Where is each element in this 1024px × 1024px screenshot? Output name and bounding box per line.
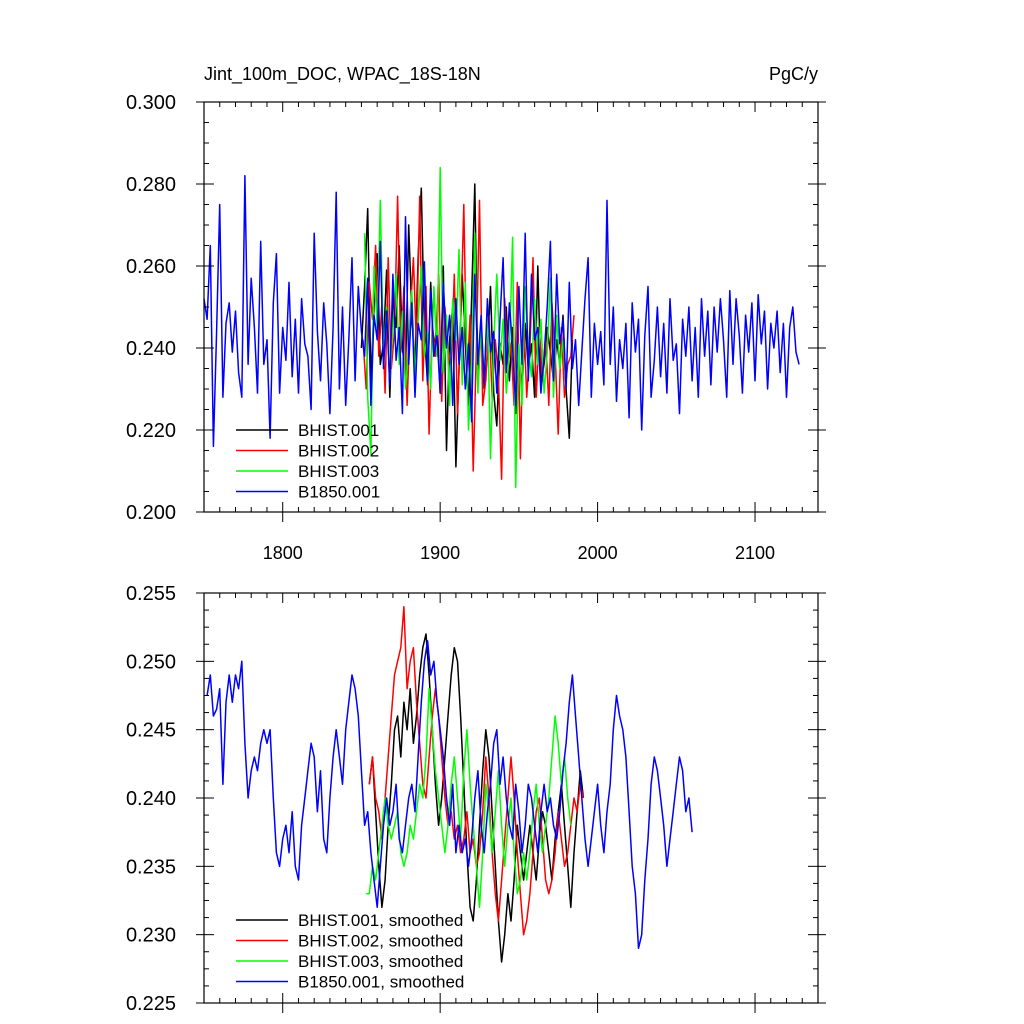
x-tick-label: 1900 [420,543,460,563]
y-tick-label: 0.235 [126,856,176,878]
legend-label-2: BHIST.003 [298,462,379,481]
legend-label-2: BHIST.003, smoothed [298,952,463,971]
series-line-3 [203,175,800,448]
top-series-lines [203,166,800,489]
legend-label-0: BHIST.001, smoothed [298,911,463,930]
chart-units: PgC/y [769,64,818,84]
legend-label-3: B1850.001 [298,483,380,502]
x-tick-label: 1800 [263,543,303,563]
bottom-axis-ticks: 0.225 0.230 0.235 0.240 0.245 0.250 0.255 [126,583,826,1015]
y-tick-label: 0.200 [126,502,176,524]
top-axis-ticks: 1800 1900 2000 2100 0.200 0.220 0.240 0.260 0.28… [126,92,826,563]
bottom-legend: BHIST.001, smoothed BHIST.002, smoothedBH… [236,911,464,992]
y-tick-label: 0.280 [126,174,176,196]
chart-title: Jint_100m_DOC, WPAC_18S-18N [204,64,481,85]
series-line-0 [368,633,585,963]
y-tick-label: 0.240 [126,788,176,810]
series-line-3 [206,640,693,950]
x-tick-label: 2100 [735,543,775,563]
panel-top: Jint_100m_DOC, WPAC_18S-18N PgC/y 1800 19… [126,64,826,563]
legend-label-3: B1850.001, smoothed [298,973,464,992]
y-tick-label: 0.230 [126,925,176,947]
x-tick-label: 2000 [578,543,618,563]
legend-label-1: BHIST.002, smoothed [298,932,463,951]
bottom-series-lines [206,605,693,963]
legend-label-0: BHIST.001 [298,421,379,440]
y-tick-label: 0.250 [126,651,176,673]
y-tick-label: 0.260 [126,256,176,278]
y-tick-label: 0.300 [126,92,176,114]
y-tick-label: 0.220 [126,420,176,442]
y-tick-label: 0.245 [126,720,176,742]
y-tick-label: 0.240 [126,338,176,360]
legend-label-1: BHIST.002 [298,442,379,461]
y-tick-label: 0.255 [126,583,176,605]
panel-bottom: 0.225 0.230 0.235 0.240 0.245 0.250 0.255 BHIS… [126,583,826,1015]
y-tick-label: 0.225 [126,993,176,1015]
